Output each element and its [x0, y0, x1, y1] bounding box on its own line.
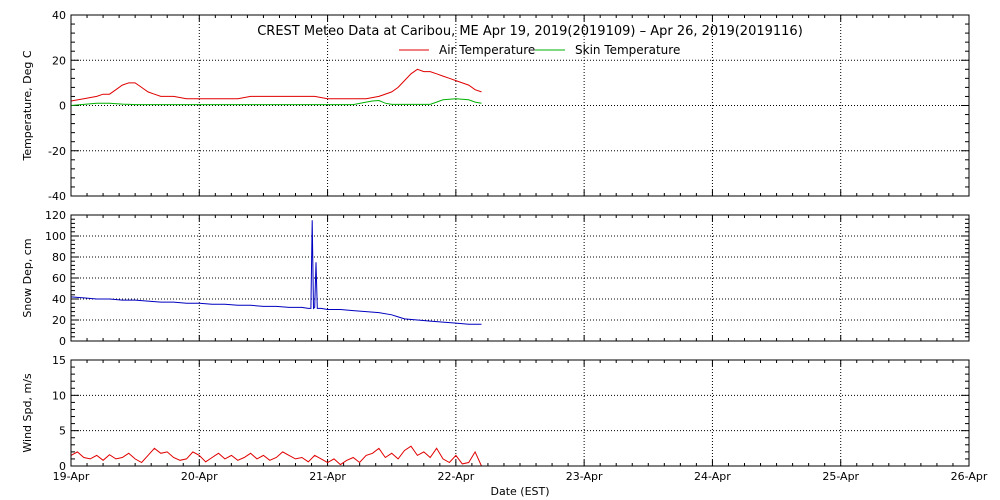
- y-tick-label: 0: [59, 460, 66, 473]
- y-tick-label: 120: [45, 209, 66, 222]
- series-line-air-temperature: [70, 68, 482, 102]
- plot-frame: [70, 14, 970, 197]
- plot-frame: [70, 214, 970, 342]
- y-tick-label: 80: [52, 251, 66, 264]
- series-line-panel3-0: [70, 445, 482, 467]
- panel-2: 0 20 40 60 80 100 120 Snow Dep, cm: [21, 209, 970, 348]
- legend-label: Air Temperature: [439, 43, 535, 57]
- x-tick-label: 24-Apr: [694, 470, 731, 483]
- y-axis-title: Wind Spd, m/s: [21, 373, 34, 453]
- x-tick-label: 21-Apr: [309, 470, 346, 483]
- x-tick-label: 23-Apr: [566, 470, 603, 483]
- y-tick-label: 40: [52, 293, 66, 306]
- y-tick-label: -40: [48, 190, 66, 203]
- x-tick-label: 20-Apr: [181, 470, 218, 483]
- x-tick-label: 25-Apr: [822, 470, 859, 483]
- panel-3: 0 5 10 15 Wind Spd, m/s 19-Apr 20-Apr 21-Apr 22-…: [21, 354, 988, 498]
- y-axis-title: Snow Dep, cm: [21, 238, 34, 317]
- y-tick-label: 15: [52, 354, 66, 367]
- y-tick-label: 60: [52, 272, 66, 285]
- y-tick-label: 40: [52, 9, 66, 22]
- y-tick-label: 10: [52, 389, 66, 402]
- x-tick-label: 22-Apr: [437, 470, 474, 483]
- series-line-skin-temperature: [70, 98, 482, 106]
- y-tick-label: 0: [59, 335, 66, 348]
- y-tick-label: 20: [52, 314, 66, 327]
- y-axis-title: Temperature, Deg C: [21, 50, 34, 161]
- chart-title: CREST Meteo Data at Caribou, ME Apr 19, …: [257, 24, 803, 39]
- x-tick-label: 26-Apr: [951, 470, 988, 483]
- x-axis-title: Date (EST): [490, 485, 549, 498]
- panel-1: -40 -20 0 20 40 Temperature, Deg C Air Tempera…: [21, 9, 970, 203]
- y-tick-label: -20: [48, 145, 66, 158]
- series-line-panel2-0: [70, 220, 482, 325]
- legend-label: Skin Temperature: [575, 43, 680, 57]
- plot-frame: [70, 359, 970, 467]
- y-tick-label: 0: [59, 100, 66, 113]
- y-tick-label: 100: [45, 230, 66, 243]
- y-tick-label: 20: [52, 54, 66, 67]
- x-tick-label: 19-Apr: [53, 470, 90, 483]
- y-tick-label: 5: [59, 425, 66, 438]
